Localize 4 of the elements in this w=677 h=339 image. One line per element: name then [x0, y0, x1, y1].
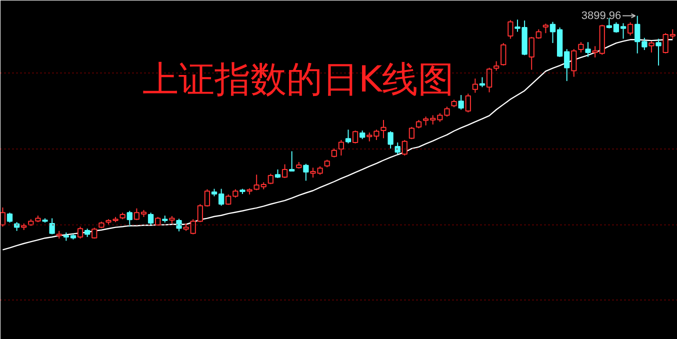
text: 上证指数的日K线图: [142, 60, 454, 100]
annotation: 3899.96: [581, 10, 622, 22]
candlestick: [380, 119, 386, 139]
candlestick: [542, 23, 549, 34]
